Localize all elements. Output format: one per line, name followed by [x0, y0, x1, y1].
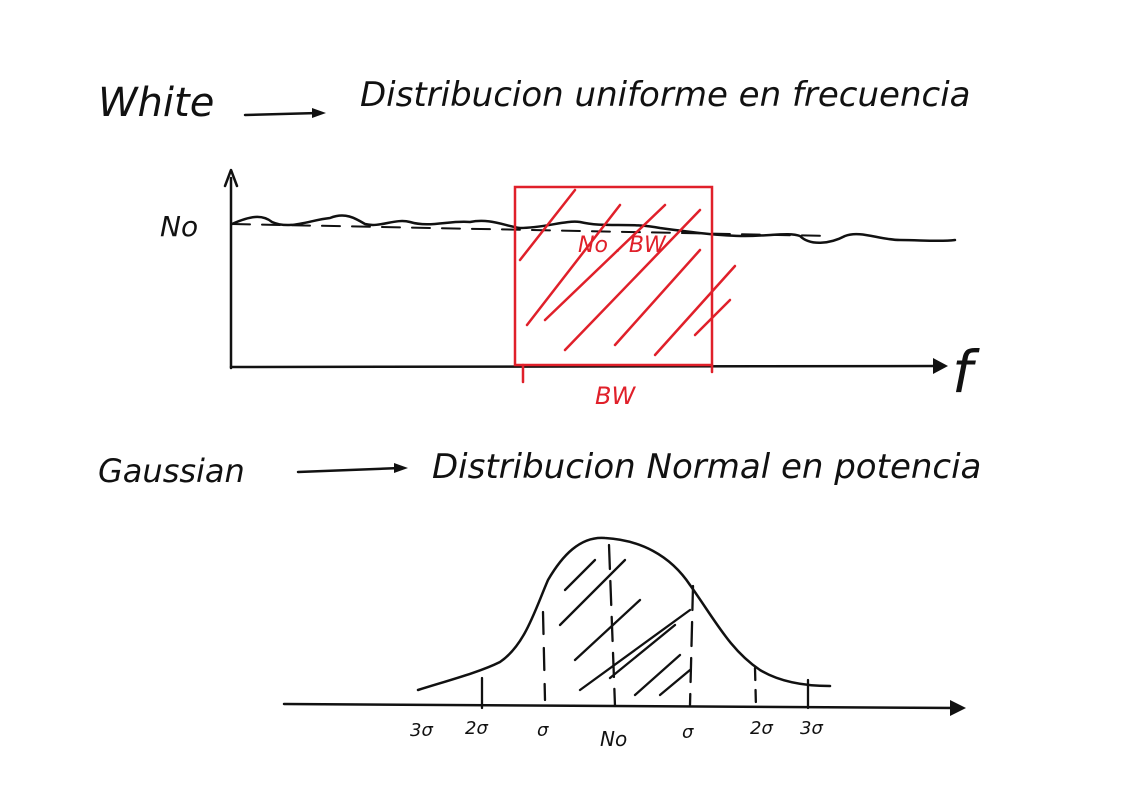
white-x-axis	[229, 364, 942, 369]
white-noise-section: White Distribucion uniforme en frecuenci…	[98, 75, 980, 410]
gaussian-noise-section: Gaussian Distribucion Normal en potencia	[98, 447, 981, 751]
bandwidth-hatching	[518, 188, 737, 357]
tick-minus-3sigma: 3σ	[410, 720, 433, 741]
tick-minus-sigma: σ	[537, 720, 549, 741]
white-arrow	[243, 108, 326, 118]
tick-plus-2sigma: 2σ	[750, 718, 773, 739]
gaussian-axis	[282, 702, 960, 710]
gaussian-curve	[416, 536, 832, 692]
tick-mean: No	[600, 727, 627, 751]
gaussian-arrow	[296, 463, 408, 474]
white-definition: Distribucion uniforme en frecuencia	[360, 75, 971, 115]
bandwidth-area-label: No . BW	[578, 233, 667, 258]
white-noise-curve	[230, 214, 957, 244]
tick-plus-3sigma: 3σ	[800, 718, 823, 739]
white-axes	[223, 168, 948, 374]
white-frequency-label: f	[952, 338, 980, 406]
tick-minus-2sigma: 2σ	[465, 718, 488, 739]
white-level-label: No	[160, 210, 198, 243]
gaussian-term: Gaussian	[98, 452, 245, 490]
gaussian-marker-lines	[480, 543, 810, 710]
bandwidth-label: BW	[595, 382, 636, 410]
white-mean-level-line	[231, 223, 831, 237]
gaussian-hatching	[558, 558, 692, 697]
white-term: White	[98, 80, 214, 126]
tick-plus-sigma: σ	[682, 722, 694, 743]
bandwidth-box: No . BW BW	[513, 185, 737, 410]
gaussian-definition: Distribucion Normal en potencia	[432, 447, 981, 487]
